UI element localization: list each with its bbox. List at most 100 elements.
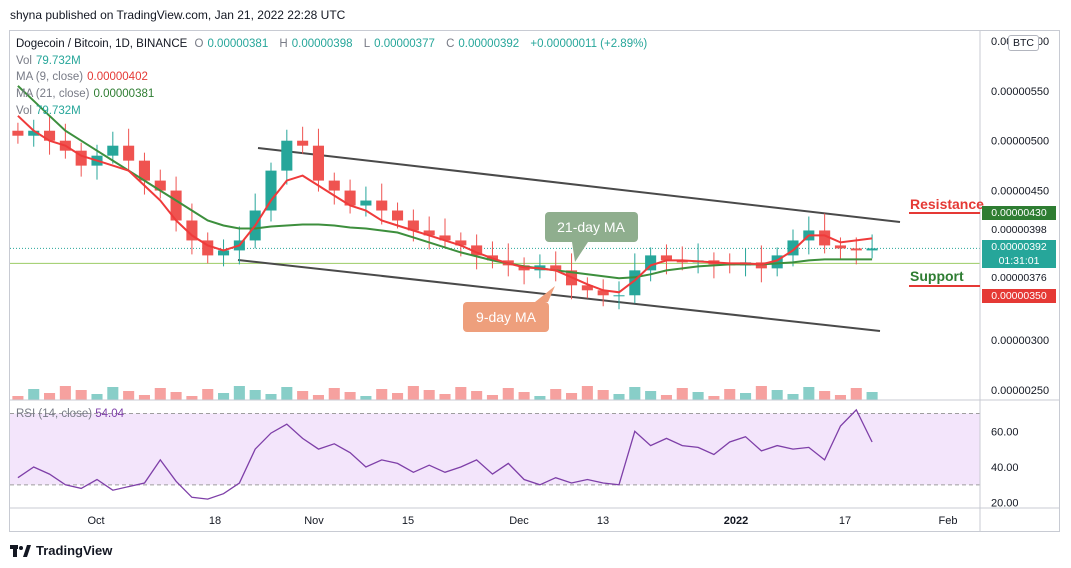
time-tick-label: Feb [939, 515, 958, 527]
candle-body [186, 220, 198, 241]
volume-bar [629, 387, 641, 400]
volume-bar [281, 387, 293, 400]
volume-bar [771, 390, 783, 400]
candle-body [344, 190, 356, 206]
price-tick-label: 0.00000500 [991, 136, 1049, 148]
axes: 0.000006000.000005500.000005000.00000450… [10, 31, 1060, 532]
volume-bar [28, 389, 40, 400]
volume-bar [107, 387, 119, 400]
candle-body [154, 180, 166, 191]
volume-bar [138, 395, 150, 400]
volume-bar [249, 390, 261, 400]
candle-body [360, 200, 372, 206]
high-tag: 0.00000398 [982, 223, 1056, 237]
volume-bar [581, 386, 593, 400]
ma21-annotation: 21-day MA [545, 212, 638, 262]
rsi-legend: RSI (14, close) 54.04 [16, 408, 125, 420]
candle-body [281, 140, 293, 171]
candle-body [629, 270, 641, 296]
candle-body [407, 220, 419, 231]
close-value: 0.00000392 [458, 38, 520, 50]
resistance-annotation: Resistance [909, 196, 984, 214]
volume-bar [423, 390, 435, 400]
volume-value: 79.732M [36, 54, 81, 67]
ma21-label: 21-day MA [557, 219, 625, 235]
candle-body [328, 180, 340, 191]
volume-bar [708, 396, 720, 400]
volume-bar [392, 393, 404, 400]
time-tick-label: 2022 [724, 515, 748, 527]
candle-body [771, 255, 783, 269]
volume-bar [218, 393, 230, 400]
volume-bar [755, 386, 767, 400]
rsi-panel: 60.00 40.00 20.00 [10, 408, 1019, 510]
candle-body [471, 245, 483, 256]
volume-bar [344, 392, 356, 400]
volume-bar [312, 395, 324, 400]
candle-body [819, 230, 831, 246]
candle-body [423, 230, 435, 236]
channel-upper-line [257, 147, 901, 223]
candle-body [138, 160, 150, 181]
candle-body [28, 130, 40, 136]
volume-bar [233, 386, 245, 400]
candle-body [312, 145, 324, 181]
resistance-tag: 0.00000430 [982, 206, 1056, 220]
candle-body [550, 265, 562, 271]
candle-body [597, 290, 609, 296]
rsi-tick-label: 20.00 [991, 498, 1019, 510]
volume-bar [202, 389, 214, 400]
tradingview-logo[interactable]: TradingView [10, 543, 112, 558]
candle-body [123, 145, 135, 161]
support-label: Support [910, 268, 964, 284]
volume-bar [59, 386, 71, 400]
candle-body [834, 245, 846, 249]
price-grid [10, 247, 980, 264]
volume-bar [502, 388, 514, 400]
time-tick-label: 13 [597, 515, 609, 527]
candle-body [265, 170, 277, 211]
volume-bar [44, 393, 56, 400]
candle-body [218, 250, 230, 256]
volume-bar [471, 391, 483, 400]
candle-body [297, 140, 309, 146]
volume2-value: 79.732M [36, 104, 81, 117]
rsi-band [10, 413, 980, 485]
candle-body [107, 145, 119, 156]
channel-lower-line [237, 259, 881, 332]
volume-bar [550, 389, 562, 400]
volume-bar [328, 388, 340, 400]
candle-body [866, 248, 878, 251]
candle-body [44, 130, 56, 141]
symbol-title: Dogecoin / Bitcoin, 1D, BINANCE [16, 38, 188, 50]
volume-bar [186, 396, 198, 400]
volume-bar [123, 391, 135, 400]
publish-info: shyna published on TradingView.com, Jan … [10, 8, 346, 22]
volume-bar [597, 390, 609, 400]
ma9-value: 0.00000402 [87, 71, 148, 84]
volume-bar [265, 394, 277, 400]
price-tick-label: 0.00000250 [991, 385, 1049, 397]
candle-body [439, 235, 451, 241]
candle-body [170, 190, 182, 221]
volume-bar [724, 389, 736, 400]
candle-body [455, 240, 467, 246]
price-tick-label: 0.00000300 [991, 335, 1049, 347]
ma21-value: 0.00000381 [93, 88, 155, 101]
candle-body [202, 240, 214, 256]
volume-bar [534, 396, 546, 400]
current-price-tag: 0.00000392 [982, 240, 1056, 254]
candle-body [581, 285, 593, 291]
time-tick-label: 17 [839, 515, 851, 527]
low-tag: 0.00000376 [982, 271, 1056, 285]
price-tick-label: 0.00000450 [991, 186, 1049, 198]
volume-bar [376, 389, 388, 400]
currency-badge[interactable]: BTC [1008, 35, 1039, 51]
resistance-label: Resistance [910, 196, 984, 212]
rsi-value: 54.04 [95, 408, 125, 420]
candle-body [392, 210, 404, 221]
time-tick-label: Nov [304, 515, 324, 527]
price-tick-label: 0.00000550 [991, 86, 1049, 98]
tradingview-icon [10, 544, 31, 557]
